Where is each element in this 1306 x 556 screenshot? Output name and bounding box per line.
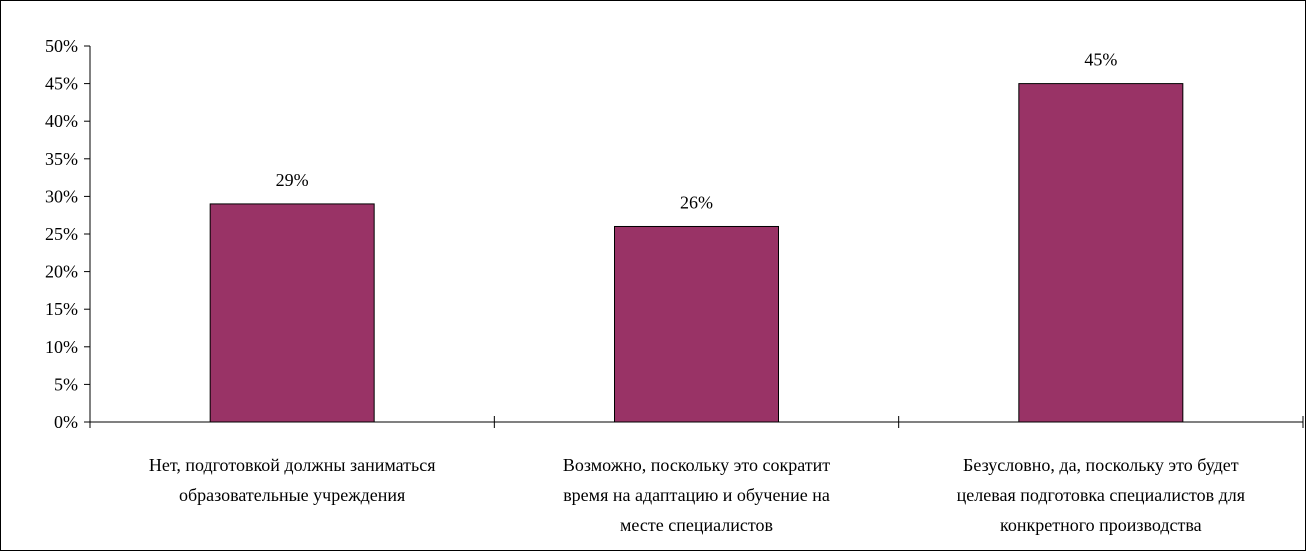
y-tick-label: 25% <box>45 224 78 244</box>
y-tick-label: 35% <box>45 149 78 169</box>
y-tick-label: 0% <box>54 412 78 432</box>
category-label: Возможно, поскольку это сократит <box>563 455 830 475</box>
y-tick-label: 50% <box>45 36 78 56</box>
bar <box>614 225 779 423</box>
data-label: 45% <box>1084 50 1117 70</box>
bar <box>209 203 375 423</box>
data-labels: 29% 26% 45% <box>276 50 1118 213</box>
y-tick-label: 5% <box>54 374 78 394</box>
category-label: Безусловно, да, поскольку это будет <box>963 455 1239 475</box>
bar <box>1018 83 1184 423</box>
data-label: 29% <box>276 170 309 190</box>
category-label: время на адаптацию и обучение на <box>563 485 830 505</box>
y-tick-label: 10% <box>45 337 78 357</box>
y-tick-label: 30% <box>45 186 78 206</box>
y-tick-label: 40% <box>45 111 78 131</box>
category-label: конкретного производства <box>1000 515 1202 535</box>
y-axis: 0% 5% 10% 15% 20% 25% 30% 35% 40% 45% 50% <box>45 36 91 432</box>
category-label: Нет, подготовкой должны заниматься <box>149 455 436 475</box>
bars <box>209 83 1184 423</box>
category-label: месте специалистов <box>620 515 773 535</box>
y-tick-label: 15% <box>45 299 78 319</box>
category-label: целевая подготовка специалистов для <box>957 485 1245 505</box>
y-tick-label: 20% <box>45 262 78 282</box>
category-label: образовательные учреждения <box>179 485 405 505</box>
category-labels: Нет, подготовкой должны заниматься образо… <box>149 455 1245 535</box>
y-tick-label: 45% <box>45 74 78 94</box>
data-label: 26% <box>680 192 713 212</box>
